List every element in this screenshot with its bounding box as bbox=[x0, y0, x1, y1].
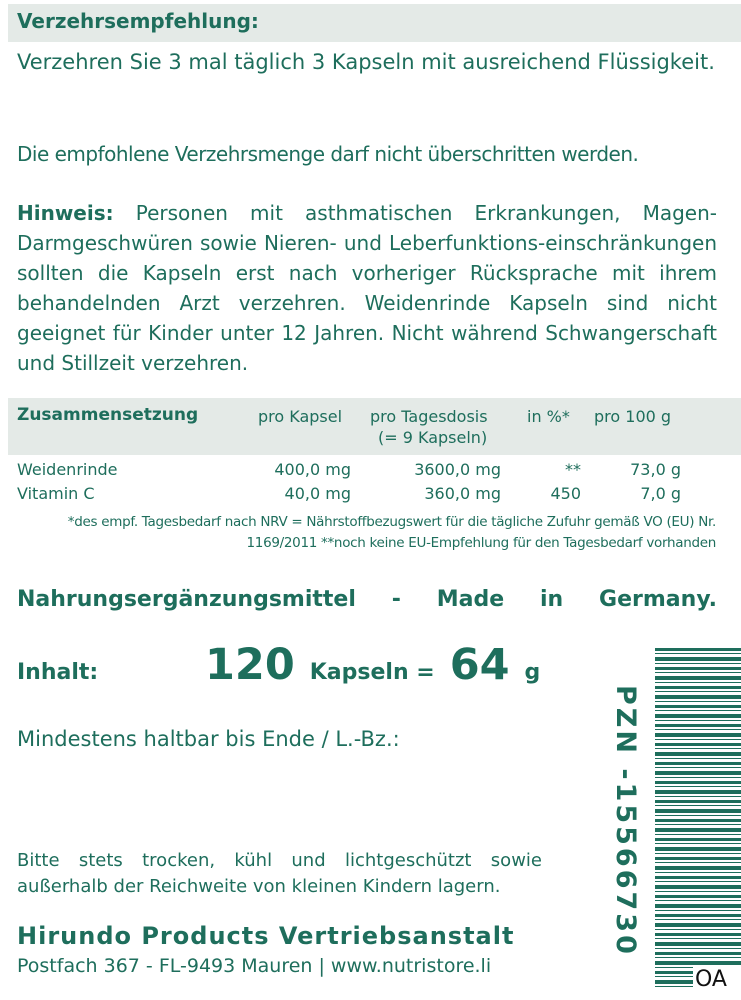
paragraph: Verzehren Sie 3 mal täglich 3 Kapseln mi… bbox=[17, 50, 715, 74]
notice-text: Personen mit asthmatischen Erkrankungen,… bbox=[17, 201, 717, 375]
barcode bbox=[655, 648, 741, 990]
company: Hirundo Products Vertriebsanstalt bbox=[17, 922, 515, 950]
table-cell: 450 bbox=[550, 484, 581, 503]
table-cell: 73,0 g bbox=[630, 460, 681, 479]
code: OA bbox=[695, 967, 727, 992]
ingredient: Vitamin C bbox=[17, 484, 95, 503]
product-type: Nahrungsergänzungsmittel - Made in Germa… bbox=[17, 587, 717, 612]
table-header: pro Tagesdosis bbox=[370, 407, 488, 426]
table-cell: 360,0 mg bbox=[424, 484, 501, 503]
table-cell: 7,0 g bbox=[640, 484, 681, 503]
table-cell: ** bbox=[565, 460, 581, 479]
paragraph: Die empfohlene Verzehrsmenge darf nicht … bbox=[17, 142, 639, 166]
table-cell: 3600,0 mg bbox=[414, 460, 501, 479]
section-title: Verzehrsempfehlung: bbox=[17, 9, 259, 33]
corner bbox=[693, 966, 741, 1000]
count: 120 bbox=[205, 640, 295, 690]
unit: Kapseln = bbox=[309, 660, 435, 685]
footnote: *des empf. Tagesbedarf nach NRV = Nährst… bbox=[67, 514, 717, 551]
table-header: Zusammensetzung bbox=[17, 405, 199, 425]
table-cell: 400,0 mg bbox=[274, 460, 351, 479]
weight: 64 bbox=[449, 640, 510, 690]
content-label: Inhalt: bbox=[17, 660, 99, 685]
table-header-band bbox=[8, 398, 741, 455]
header-band bbox=[8, 4, 741, 42]
notice: Hinweis: Personen mit asthmatischen Erkr… bbox=[17, 198, 717, 378]
storage: Bitte stets trocken, kühl und lichtgesch… bbox=[17, 850, 542, 897]
best-before: Mindestens haltbar bis Ende / L.-Bz.: bbox=[17, 727, 400, 751]
pzn: PZN -15566730 bbox=[610, 685, 641, 957]
ingredient: Weidenrinde bbox=[17, 460, 118, 479]
table-header: pro 100 g bbox=[594, 407, 672, 426]
unit: g bbox=[524, 660, 541, 685]
address: Postfach 367 - FL-9493 Mauren | www.nutr… bbox=[17, 955, 492, 977]
table-header: in %* bbox=[527, 407, 570, 426]
notice-label: Hinweis: bbox=[17, 201, 114, 225]
content: 120 Kapseln = 64 g bbox=[205, 640, 540, 690]
table-cell: 40,0 mg bbox=[284, 484, 351, 503]
table-header: pro Kapsel bbox=[258, 407, 343, 426]
table-header: (= 9 Kapseln) bbox=[378, 428, 488, 447]
